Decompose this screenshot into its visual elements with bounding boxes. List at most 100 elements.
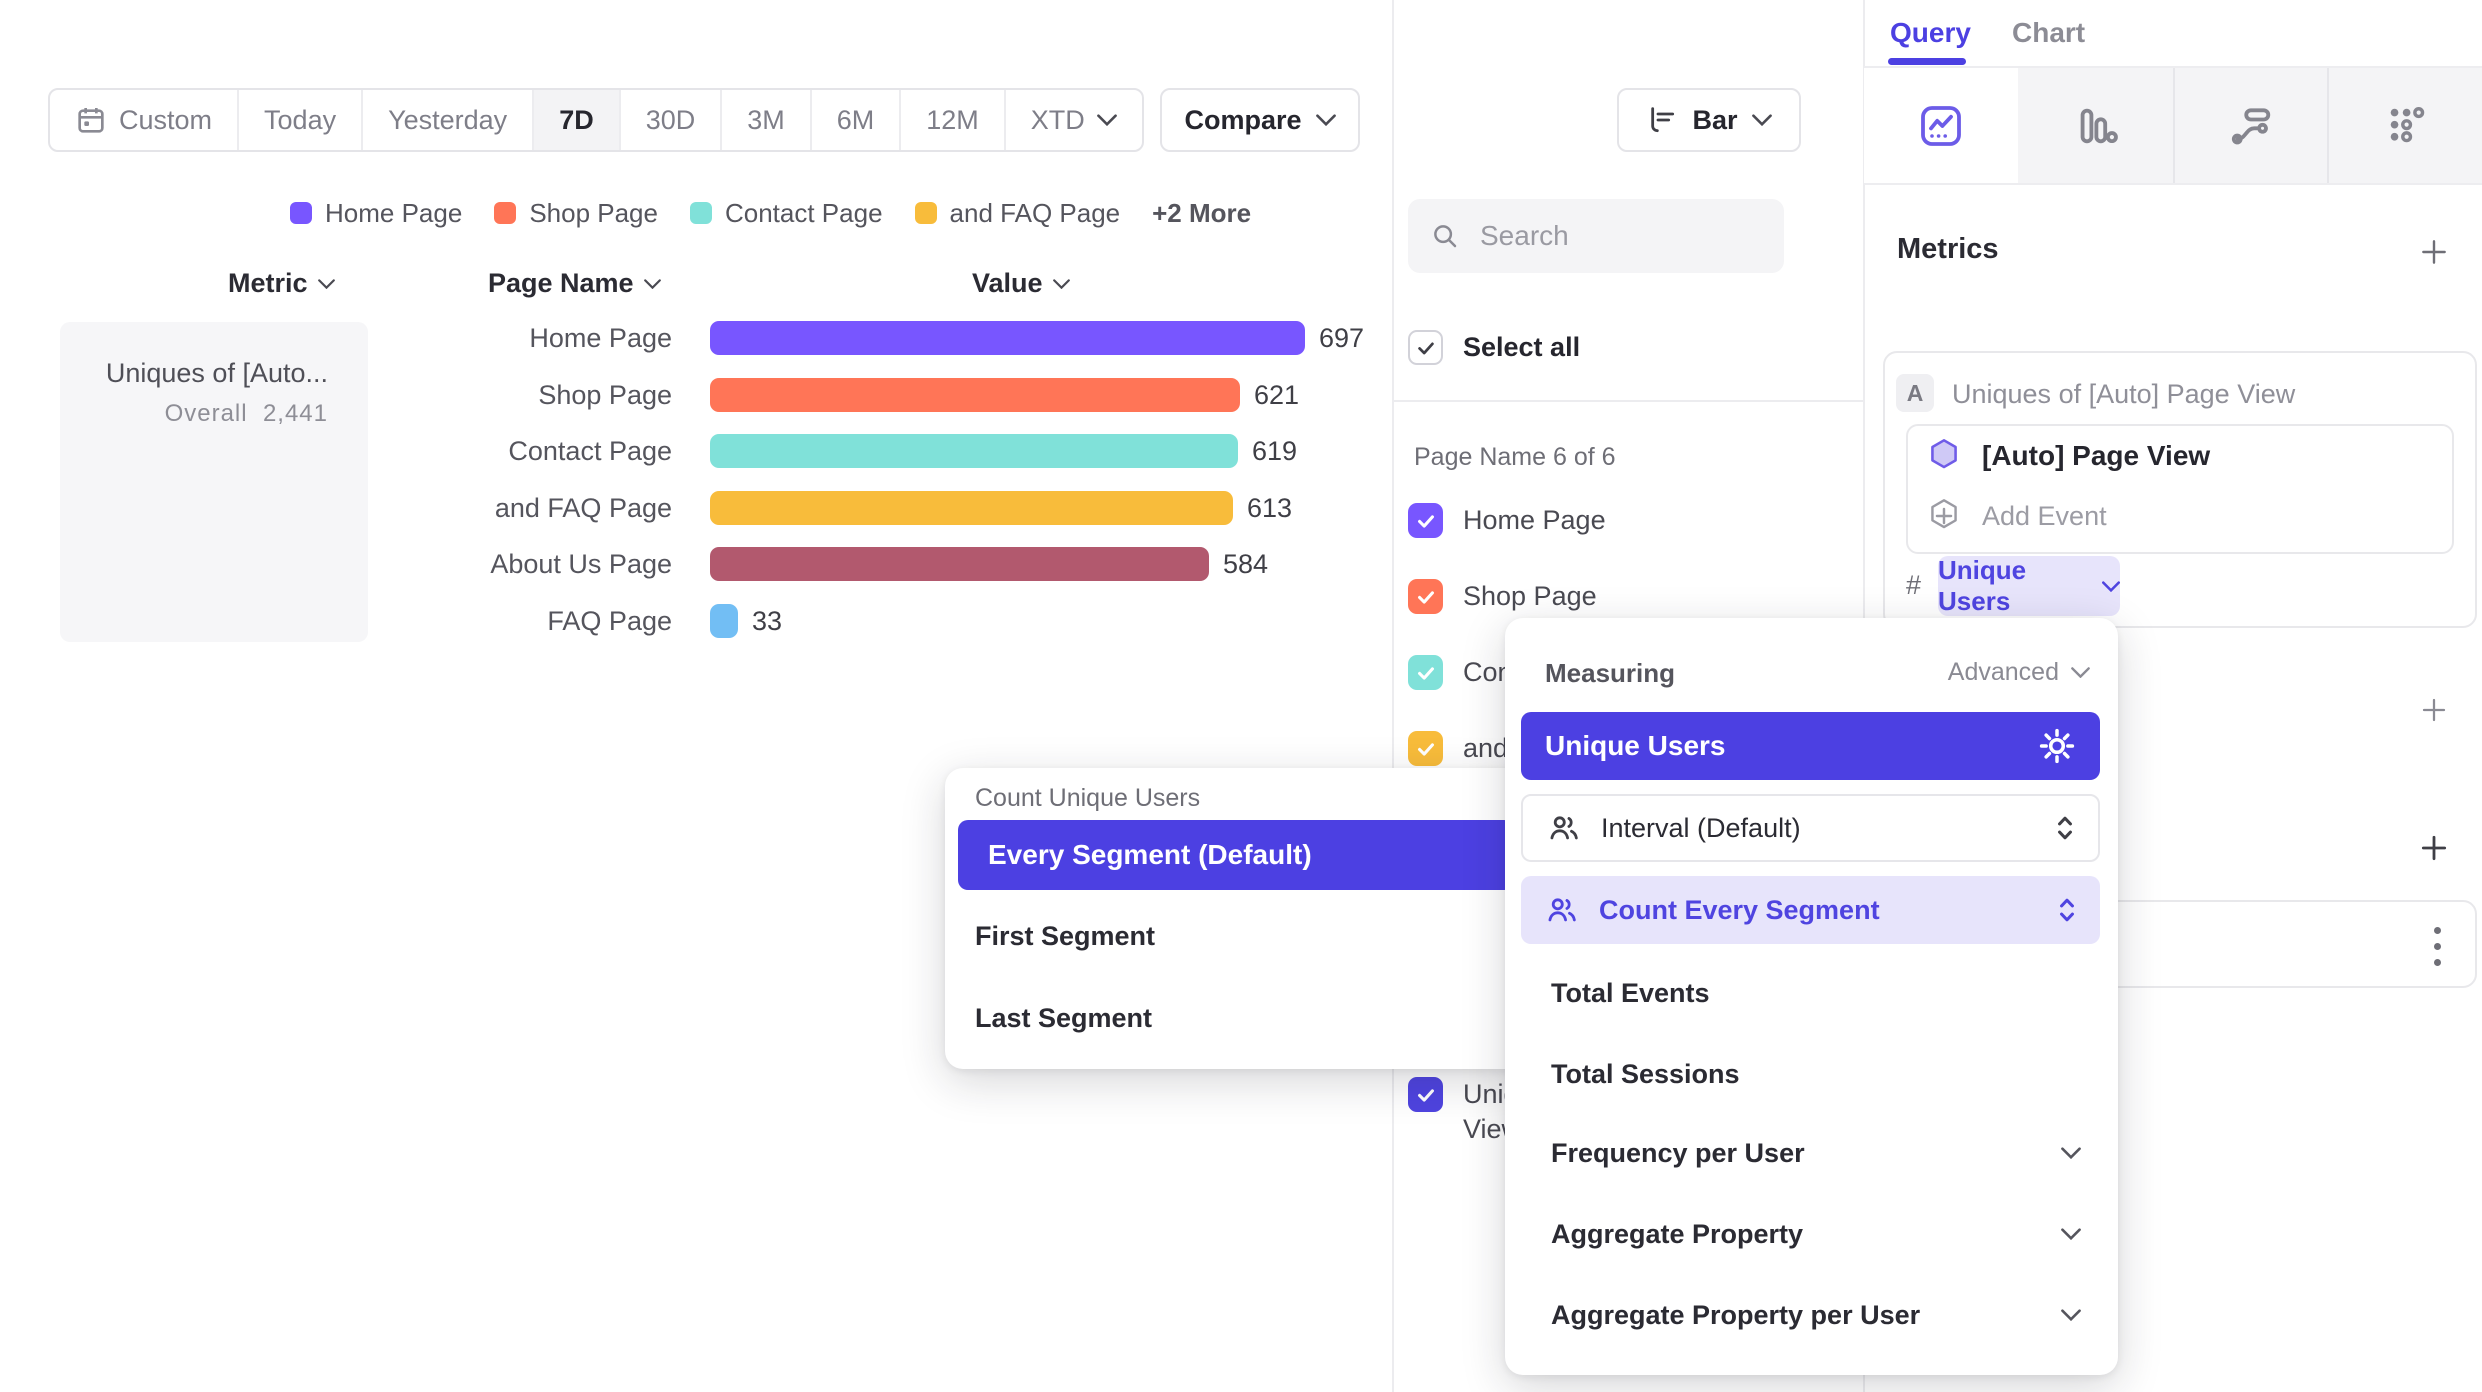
- date-range-7d[interactable]: 7D: [532, 90, 619, 150]
- chart-legend: Home Page Shop Page Contact Page and FAQ…: [290, 197, 1252, 229]
- bar-value: 619: [1252, 436, 1298, 466]
- legend-item[interactable]: Contact Page: [689, 198, 883, 229]
- kebab-menu-icon[interactable]: [2434, 927, 2441, 966]
- metric-name: Uniques of [Auto...: [105, 358, 328, 388]
- bar-chart-horizontal-icon: [1646, 104, 1678, 136]
- legend-item[interactable]: and FAQ Page: [914, 198, 1120, 229]
- bar-value: 621: [1254, 380, 1300, 410]
- checkbox-checked[interactable]: [1408, 579, 1443, 614]
- menu-item-count-every-segment[interactable]: Count Every Segment: [1521, 876, 2100, 944]
- column-header-metric[interactable]: Metric: [228, 268, 335, 299]
- checkbox-checked[interactable]: [1408, 503, 1443, 538]
- checkbox-checked[interactable]: [1408, 655, 1443, 690]
- column-header-value[interactable]: Value: [972, 268, 1070, 299]
- bar[interactable]: [710, 547, 1209, 581]
- sort-arrows-icon: [2054, 813, 2076, 843]
- menu-item-last-segment[interactable]: Last Segment: [975, 1002, 1153, 1033]
- chevron-down-icon: [2061, 1147, 2081, 1159]
- bar-value: 33: [752, 606, 783, 636]
- chart-type-funnels-button[interactable]: [2018, 68, 2173, 183]
- add-breakdown-button[interactable]: [2412, 826, 2456, 870]
- add-filter-button[interactable]: [2412, 688, 2456, 732]
- select-all-label: Select all: [1463, 332, 1581, 362]
- sidebar-extra-checkbox[interactable]: [1408, 1077, 1443, 1112]
- bar-value: 584: [1223, 549, 1269, 579]
- metric-card-title: Uniques of [Auto] Page View: [1952, 379, 2296, 409]
- tabs-divider: [1864, 66, 2482, 68]
- add-metric-button[interactable]: [2412, 230, 2456, 274]
- sort-arrows-icon: [2056, 895, 2078, 925]
- checkbox-checked[interactable]: [1408, 731, 1443, 766]
- metric-summary-cell[interactable]: Uniques of [Auto... Overall 2,441: [60, 322, 368, 642]
- add-event-row[interactable]: Add Event: [1928, 498, 2107, 534]
- bar-row-label: Shop Page: [538, 380, 672, 410]
- search-input[interactable]: [1478, 219, 1742, 253]
- menu-item-first-segment[interactable]: First Segment: [975, 920, 1156, 951]
- sidebar-item[interactable]: Shop Page: [1408, 579, 1597, 614]
- legend-item[interactable]: Home Page: [290, 198, 462, 229]
- gear-icon[interactable]: [2036, 725, 2078, 767]
- section-divider: [1864, 183, 2482, 185]
- menu-item-unique-users-selected[interactable]: Unique Users: [1521, 712, 2100, 780]
- menu-item-frequency-per-user[interactable]: Frequency per User: [1551, 1133, 2081, 1173]
- chart-type-select[interactable]: Bar: [1617, 88, 1801, 152]
- menu-item-total-sessions[interactable]: Total Sessions: [1551, 1058, 1740, 1089]
- calendar-icon: [75, 104, 107, 136]
- bar[interactable]: [710, 491, 1233, 525]
- date-range-yesterday[interactable]: Yesterday: [361, 90, 532, 150]
- measuring-popover: Measuring Advanced Unique Users: [1505, 618, 2118, 1375]
- tab-query[interactable]: Query: [1890, 17, 1971, 48]
- advanced-toggle[interactable]: Advanced: [1948, 658, 2090, 687]
- legend-swatch: [689, 202, 712, 224]
- date-range-12m[interactable]: 12M: [899, 90, 1004, 150]
- date-range-xtd[interactable]: XTD: [1003, 90, 1142, 150]
- bar[interactable]: [710, 378, 1240, 412]
- date-range-custom[interactable]: Custom: [50, 90, 237, 150]
- sidebar-item[interactable]: Home Page: [1408, 503, 1606, 538]
- bar-row-label: and FAQ Page: [494, 493, 672, 523]
- column-header-page-name[interactable]: Page Name: [488, 268, 661, 299]
- chart-type-insights-button[interactable]: [1864, 68, 2020, 183]
- legend-swatch: [494, 202, 517, 224]
- metrics-heading: Metrics: [1897, 233, 1999, 265]
- date-range-30d[interactable]: 30D: [618, 90, 721, 150]
- date-range-today[interactable]: Today: [237, 90, 361, 150]
- compare-button[interactable]: Compare: [1160, 88, 1360, 152]
- legend-item[interactable]: Shop Page: [494, 198, 658, 229]
- metric-overall-value: Overall 2,441: [164, 400, 328, 427]
- legend-swatch: [914, 202, 937, 224]
- measuring-popover-title: Measuring: [1545, 658, 1676, 688]
- bar-value: 613: [1247, 493, 1293, 523]
- legend-more-link[interactable]: +2 More: [1152, 197, 1252, 228]
- bar[interactable]: [710, 434, 1238, 468]
- menu-item-aggregate-property[interactable]: Aggregate Property: [1551, 1214, 2081, 1254]
- funnel-bars-icon: [2073, 103, 2119, 149]
- menu-item-every-segment-selected[interactable]: Every Segment (Default): [958, 820, 1514, 890]
- panel-divider: [1392, 0, 1394, 1392]
- event-row[interactable]: [Auto] Page View: [1928, 438, 2210, 474]
- date-range-group: Custom Today Yesterday 7D 30D 3M 6M 12M …: [48, 88, 1144, 152]
- select-all-checkbox[interactable]: [1408, 330, 1443, 365]
- bar-row-label: FAQ Page: [547, 606, 672, 636]
- chart-type-flows-button[interactable]: [2173, 68, 2329, 183]
- date-range-6m[interactable]: 6M: [809, 90, 900, 150]
- bar-row-label: Home Page: [529, 323, 672, 353]
- menu-item-total-events[interactable]: Total Events: [1551, 977, 1710, 1008]
- chart-type-retention-button[interactable]: [2327, 68, 2482, 183]
- date-range-label: Custom: [119, 104, 213, 135]
- menu-item-interval-default[interactable]: Interval (Default): [1521, 794, 2100, 862]
- date-range-3m[interactable]: 3M: [720, 90, 810, 150]
- bar[interactable]: [710, 321, 1305, 355]
- insights-chart-icon: [1917, 102, 1965, 150]
- chevron-down-icon: [1096, 114, 1117, 126]
- tab-chart[interactable]: Chart: [2012, 17, 2086, 48]
- menu-item-aggregate-property-per-user[interactable]: Aggregate Property per User: [1551, 1295, 2081, 1335]
- bar[interactable]: [710, 604, 738, 638]
- select-all-row[interactable]: Select all: [1408, 330, 1580, 365]
- chevron-down-icon: [1315, 114, 1336, 126]
- sidebar-group-label: Page Name 6 of 6: [1414, 443, 1616, 471]
- search-icon: [1430, 221, 1460, 251]
- chevron-down-icon: [2061, 1228, 2081, 1240]
- aggregation-pill[interactable]: Unique Users: [1938, 555, 2120, 616]
